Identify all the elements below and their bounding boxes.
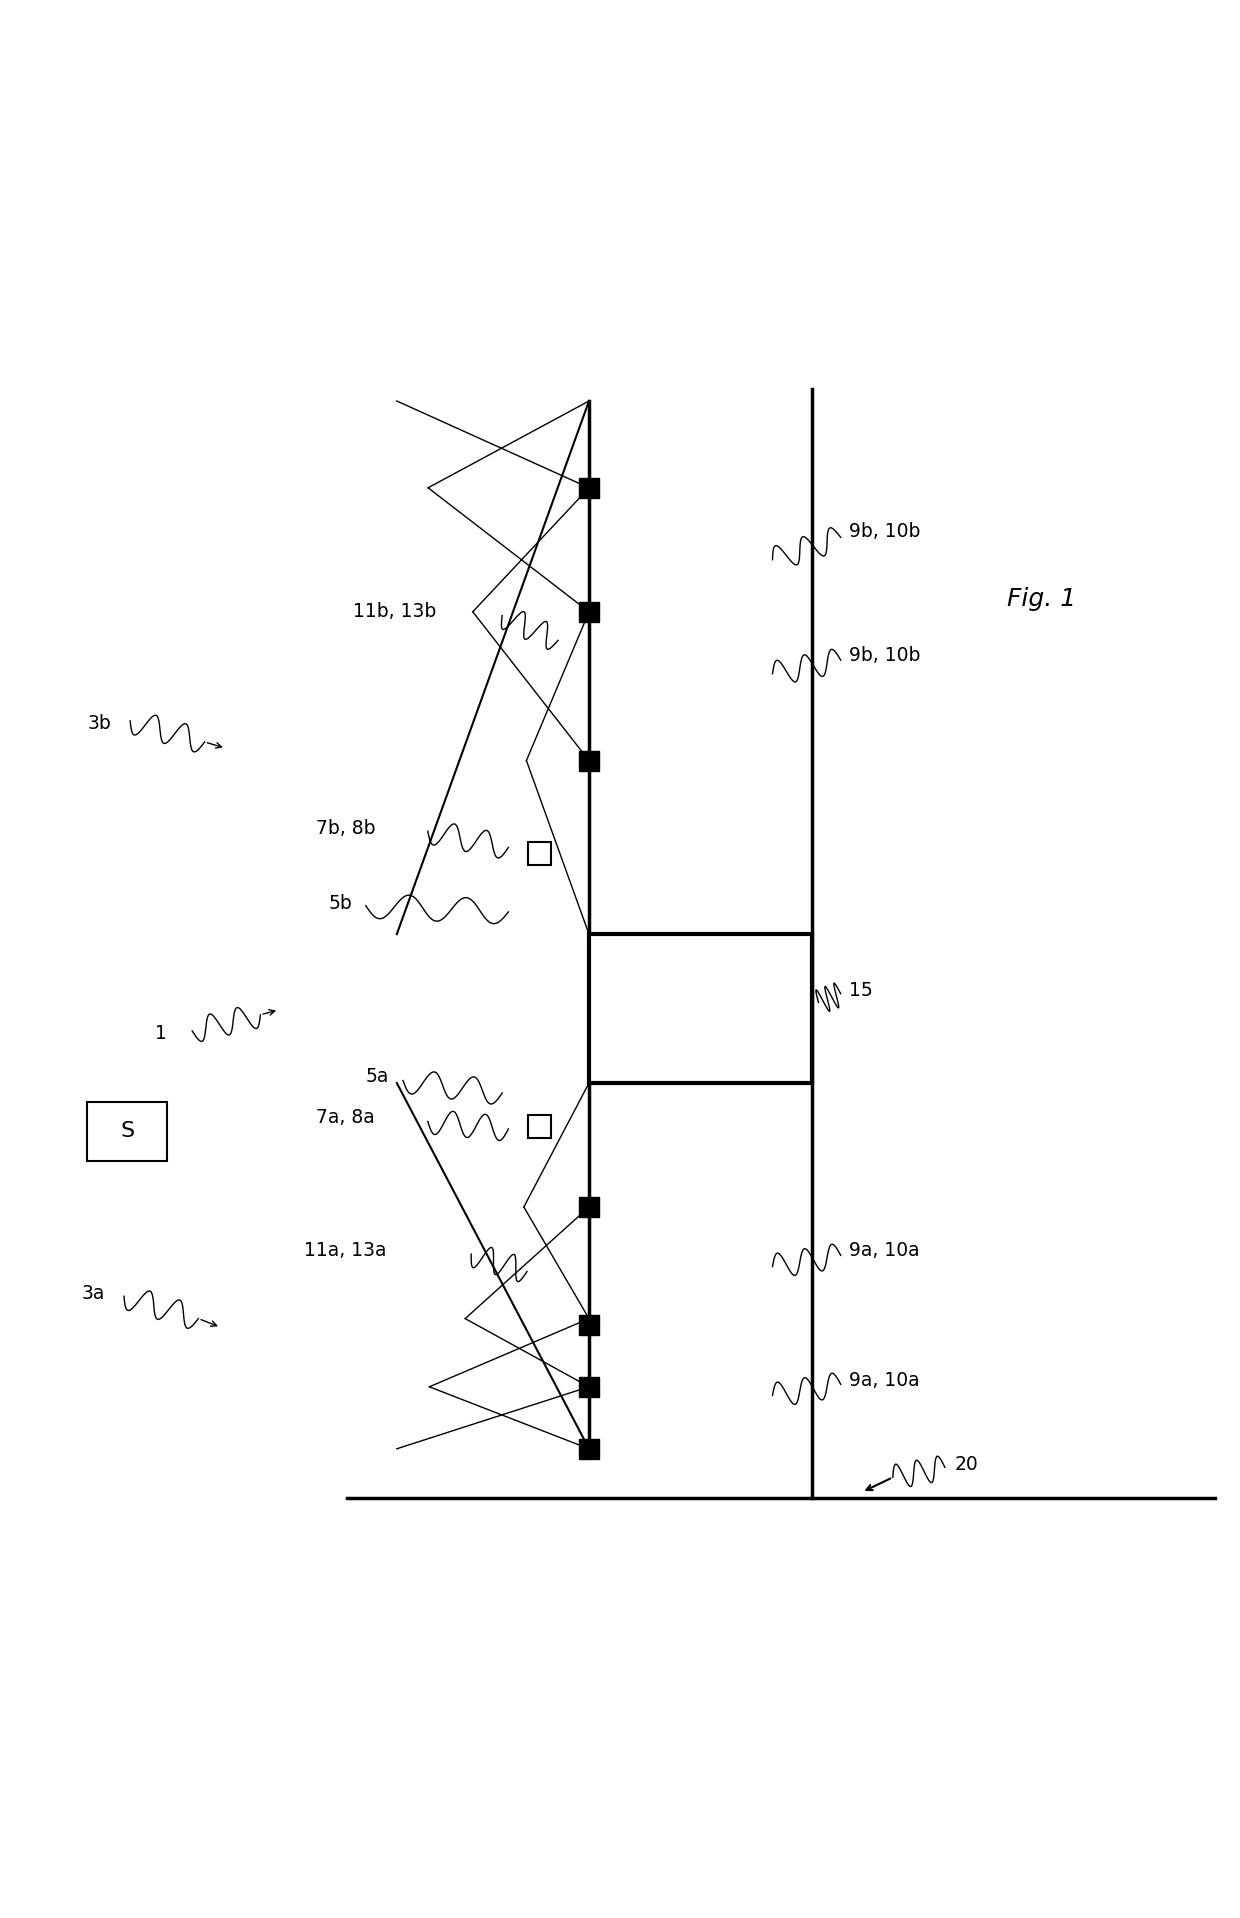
Text: 7a, 8a: 7a, 8a <box>316 1109 374 1128</box>
Bar <box>528 842 551 865</box>
Text: 9b, 10b: 9b, 10b <box>849 522 921 541</box>
Text: 15: 15 <box>849 980 873 999</box>
Bar <box>579 1438 599 1460</box>
Text: 20: 20 <box>955 1456 978 1475</box>
Text: 7b, 8b: 7b, 8b <box>316 819 376 838</box>
Text: Fig. 1: Fig. 1 <box>1007 587 1076 612</box>
Text: 5a: 5a <box>366 1066 389 1086</box>
Bar <box>579 1377 599 1396</box>
Text: 11a, 13a: 11a, 13a <box>304 1241 387 1260</box>
Text: 3b: 3b <box>87 713 112 733</box>
Text: 9b, 10b: 9b, 10b <box>849 646 921 666</box>
Text: 5b: 5b <box>329 894 352 913</box>
Bar <box>87 1101 167 1160</box>
Text: 9a, 10a: 9a, 10a <box>849 1371 920 1391</box>
Text: 1: 1 <box>155 1024 167 1043</box>
Text: 9a, 10a: 9a, 10a <box>849 1241 920 1260</box>
Text: 11b, 13b: 11b, 13b <box>353 602 436 621</box>
Bar <box>579 478 599 497</box>
FancyBboxPatch shape <box>589 934 812 1084</box>
Bar <box>579 1197 599 1216</box>
Bar <box>528 1114 551 1137</box>
Text: S: S <box>120 1122 134 1141</box>
Bar <box>579 750 599 771</box>
Bar <box>579 602 599 621</box>
Bar <box>579 1316 599 1335</box>
Text: 3a: 3a <box>82 1285 104 1304</box>
